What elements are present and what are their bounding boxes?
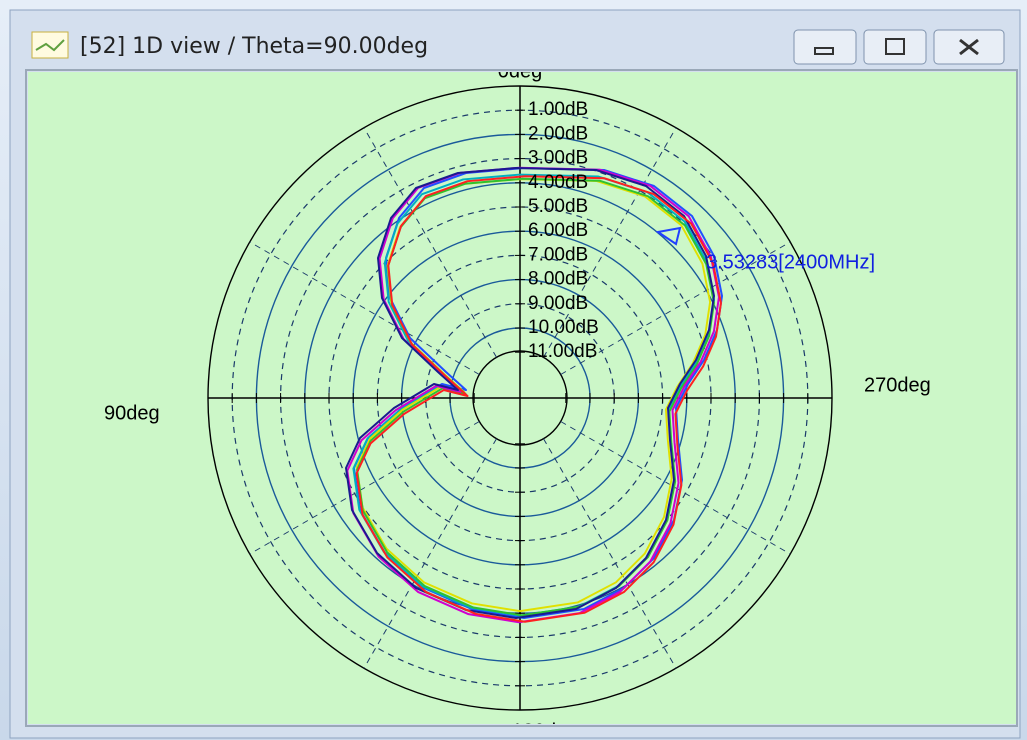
maximize-button[interactable] [863,29,927,65]
window-title: [52] 1D view / Theta=90.00deg [80,34,428,59]
radial-label: 2.00dB [528,123,588,144]
radial-line [560,241,791,375]
radial-label: 3.00dB [528,148,588,169]
radial-label: 8.00dB [528,269,588,290]
plot-border [25,69,1018,727]
radial-line [543,127,677,358]
radial-label: 4.00dB [528,172,588,193]
radial-line [363,438,497,669]
plot: 3.53283[2400MHz] 0deg 90deg 270deg 180de… [28,60,1016,740]
radial-line [249,421,480,555]
marker-label: 3.53283[2400MHz] [706,251,875,273]
marker [655,226,682,246]
angle-label: 180deg [512,720,579,740]
polar-grid [207,85,833,711]
radial-label: 6.00dB [528,220,588,241]
radial-line [249,241,480,375]
window-icon-line [35,39,65,52]
angle-label: 0deg [498,60,543,82]
angle-label: 90deg [104,402,160,424]
radial-line [560,421,791,555]
angle-label: 270deg [864,374,931,396]
title-bar: [52] 1D view / Theta=90.00deg [31,29,1005,65]
window-icon [31,31,69,59]
radial-label: 7.00dB [528,244,588,265]
minimize-button[interactable] [793,29,857,65]
radial-label: 9.00dB [528,293,588,314]
radial-label: 1.00dB [528,99,588,120]
radial-label: 10.00dB [528,317,599,338]
radial-label: 11.00dB [528,341,597,362]
close-button[interactable] [933,29,1005,65]
radial-line [363,127,497,358]
radial-label: 5.00dB [528,196,588,217]
radial-line [543,438,677,669]
